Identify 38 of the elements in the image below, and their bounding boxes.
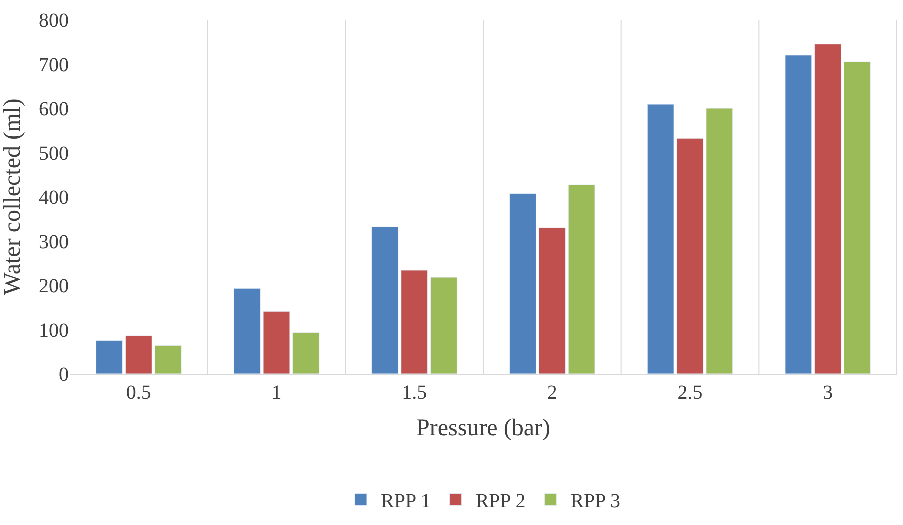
bar	[538, 228, 566, 374]
bar	[154, 345, 182, 374]
x-tick-label: 0.5	[126, 382, 152, 404]
y-tick-label: 800	[39, 10, 69, 32]
x-axis-title: Pressure (bar)	[416, 415, 550, 442]
bar	[263, 311, 290, 374]
x-tick-label: 1	[272, 382, 282, 404]
bar	[96, 340, 123, 374]
bar	[125, 336, 152, 374]
bar	[430, 277, 458, 374]
bar	[234, 288, 261, 374]
y-tick-label: 700	[39, 54, 69, 76]
x-tick-label: 3	[823, 382, 834, 404]
bar	[814, 44, 842, 374]
y-tick-label: 0	[59, 364, 69, 386]
x-tick-label: 2	[547, 382, 558, 404]
y-axis-title: Water collected (ml)	[0, 98, 26, 296]
bar	[372, 226, 399, 374]
y-tick-label: 100	[39, 320, 69, 342]
bar	[292, 332, 320, 374]
bar	[568, 184, 596, 374]
legend-label: RPP 3	[570, 490, 621, 512]
y-tick-label: 200	[39, 276, 69, 298]
bar	[785, 55, 812, 374]
y-tick-label: 400	[39, 187, 69, 209]
y-tick-label: 600	[39, 98, 69, 120]
y-tick-label: 300	[39, 231, 69, 254]
bar	[706, 108, 734, 374]
bar	[510, 194, 536, 374]
y-tick-label: 500	[39, 142, 69, 165]
x-tick-label: 2.5	[678, 382, 703, 404]
legend-label: RPP 1	[381, 490, 431, 512]
x-tick-label: 1.5	[402, 382, 428, 404]
bar	[647, 104, 674, 374]
legend-label: RPP 2	[476, 490, 526, 512]
bar	[844, 62, 871, 374]
bar	[676, 138, 704, 374]
bar	[401, 270, 428, 374]
